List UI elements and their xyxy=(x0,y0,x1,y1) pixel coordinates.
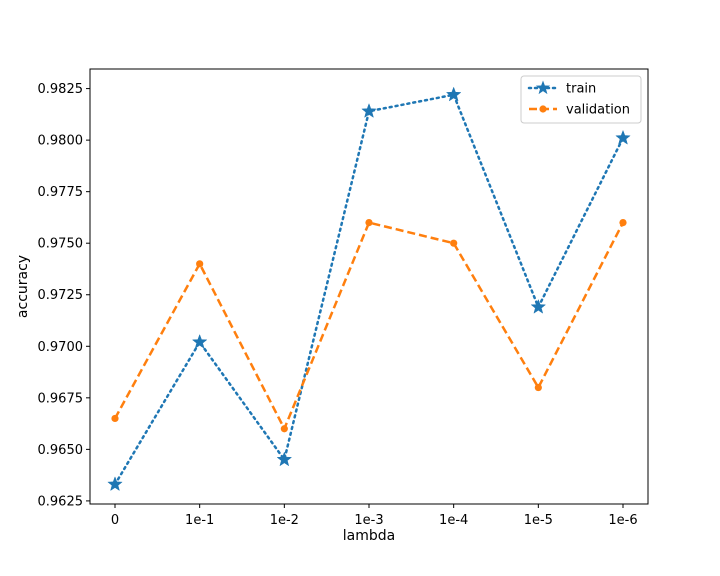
x-tick-label: 1e-2 xyxy=(270,513,299,528)
data-point-train xyxy=(445,86,462,102)
y-axis-label: accuracy xyxy=(15,255,31,318)
x-tick-label: 1e-5 xyxy=(524,513,553,528)
legend-label-validation: validation xyxy=(566,103,630,118)
x-tick-label: 0 xyxy=(111,513,119,528)
y-tick-label: 0.9700 xyxy=(38,340,84,355)
x-tick-label: 1e-6 xyxy=(608,513,637,528)
data-point-validation xyxy=(534,383,542,392)
data-point-validation xyxy=(280,425,288,433)
y-tick-label: 0.9750 xyxy=(38,237,84,252)
data-point-train xyxy=(615,129,631,145)
legend-label-train: train xyxy=(566,82,596,97)
data-point-train xyxy=(361,103,377,118)
x-axis-label: lambda xyxy=(343,528,395,544)
legend-marker-train xyxy=(535,80,551,95)
data-point-validation xyxy=(196,260,204,268)
data-point-train xyxy=(107,476,123,492)
plot-area xyxy=(107,86,631,492)
data-point-validation xyxy=(619,218,627,227)
y-tick-label: 0.9775 xyxy=(38,185,84,200)
data-point-train xyxy=(276,451,293,467)
y-tick-label: 0.9625 xyxy=(38,494,84,509)
legend-marker-validation xyxy=(539,105,547,113)
data-point-validation xyxy=(111,414,119,423)
data-point-validation xyxy=(450,239,458,247)
x-tick-label: 1e-4 xyxy=(439,513,468,528)
legend: train validation xyxy=(520,75,642,124)
y-tick-label: 0.9800 xyxy=(38,134,84,149)
y-axis: 0.9625 0.9650 0.9675 0.9700 0.9725 0.9750 0.97… xyxy=(38,82,90,509)
x-axis: 0 1e-1 1e-2 1e-3 1e-4 1e-5 1e-6 xyxy=(111,504,638,528)
x-tick-label: 1e-3 xyxy=(354,513,383,528)
y-tick-label: 0.9825 xyxy=(38,82,84,97)
data-point-train xyxy=(530,298,547,314)
y-tick-label: 0.9650 xyxy=(38,443,84,458)
y-tick-label: 0.9675 xyxy=(38,391,84,406)
x-tick-label: 1e-1 xyxy=(185,513,214,528)
data-point-validation xyxy=(365,218,373,227)
y-tick-label: 0.9725 xyxy=(38,288,84,303)
data-point-train xyxy=(191,333,208,349)
legend-box xyxy=(520,75,642,124)
